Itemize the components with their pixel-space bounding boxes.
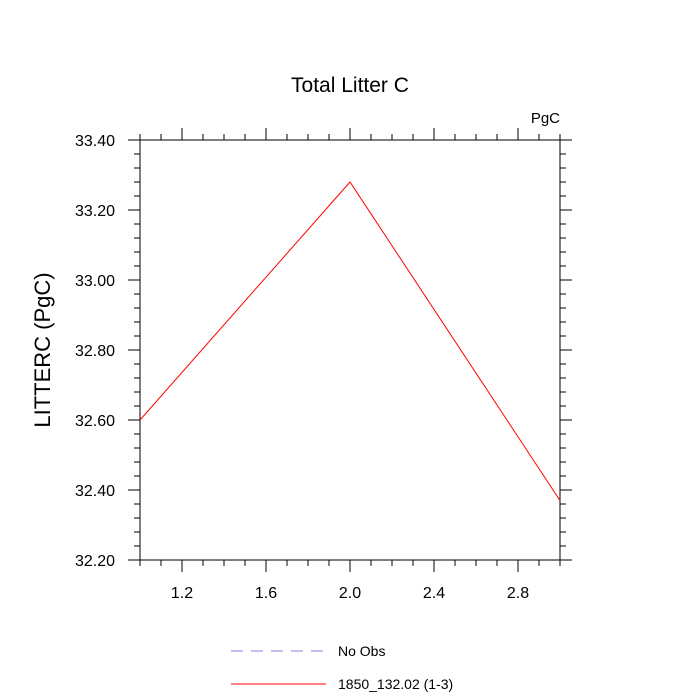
- y-axis-title: LITTERC (PgC): [30, 272, 55, 427]
- x-tick-label: 2.8: [507, 585, 529, 602]
- legend-label-2: 1850_132.02 (1-3): [338, 676, 453, 692]
- legend: No Obs 1850_132.02 (1-3): [231, 643, 453, 692]
- x-tick-label: 1.6: [255, 585, 277, 602]
- y-tick-label: 32.80: [75, 343, 115, 360]
- y-tick-label: 32.20: [75, 553, 115, 570]
- plot-frame: [139, 139, 561, 561]
- y-tick-label: 32.60: [75, 413, 115, 430]
- legend-label-1: No Obs: [338, 643, 385, 659]
- y-tick-label: 33.20: [75, 203, 115, 220]
- units-label: PgC: [531, 110, 560, 127]
- x-tick-label: 2.0: [339, 585, 361, 602]
- tick-labels: 1.2 1.6 2.0 2.4 2.8 32.20 32.40 32.60 32.80 33.00…: [75, 133, 529, 602]
- x-tick-label: 1.2: [171, 585, 193, 602]
- axis-ticks: [128, 128, 572, 572]
- y-tick-label: 33.00: [75, 273, 115, 290]
- series-layer: [139, 181, 561, 501]
- chart-title: Total Litter C: [291, 74, 409, 97]
- y-tick-label: 32.40: [75, 483, 115, 500]
- series-line-2: [139, 181, 561, 501]
- y-tick-label: 33.40: [75, 133, 115, 150]
- x-tick-label: 2.4: [423, 585, 445, 602]
